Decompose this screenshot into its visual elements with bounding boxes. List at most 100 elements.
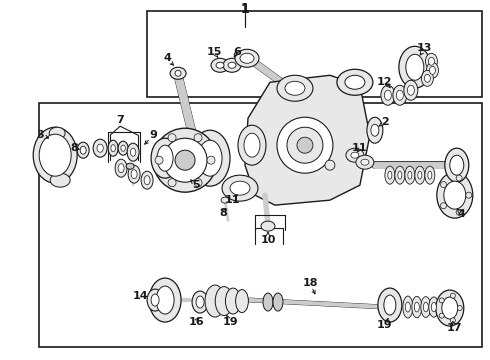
Ellipse shape: [436, 290, 464, 326]
Ellipse shape: [238, 125, 266, 165]
Text: 18: 18: [302, 278, 318, 288]
Ellipse shape: [399, 46, 431, 88]
Ellipse shape: [198, 140, 222, 176]
Ellipse shape: [415, 166, 425, 184]
Ellipse shape: [406, 54, 424, 80]
Ellipse shape: [33, 127, 77, 183]
Ellipse shape: [196, 296, 204, 308]
Ellipse shape: [445, 148, 469, 182]
Text: 8: 8: [219, 208, 227, 218]
Ellipse shape: [337, 69, 373, 95]
Text: 3: 3: [36, 130, 44, 140]
Text: 1: 1: [241, 3, 249, 16]
Ellipse shape: [273, 293, 283, 311]
Ellipse shape: [222, 175, 258, 201]
Ellipse shape: [240, 53, 254, 63]
Text: 8: 8: [70, 143, 78, 153]
Polygon shape: [245, 75, 370, 205]
Ellipse shape: [456, 209, 462, 215]
Ellipse shape: [194, 134, 202, 142]
Ellipse shape: [395, 166, 405, 184]
Text: 11: 11: [352, 143, 368, 153]
Ellipse shape: [287, 127, 323, 163]
Ellipse shape: [351, 152, 359, 158]
Ellipse shape: [405, 302, 410, 312]
Ellipse shape: [155, 156, 163, 164]
Ellipse shape: [97, 144, 103, 152]
Ellipse shape: [457, 306, 462, 311]
Ellipse shape: [381, 85, 395, 105]
Ellipse shape: [442, 297, 458, 319]
Ellipse shape: [384, 295, 396, 315]
Ellipse shape: [405, 166, 415, 184]
Text: 4: 4: [163, 53, 171, 63]
Text: 19: 19: [222, 317, 238, 327]
Ellipse shape: [371, 124, 379, 136]
Ellipse shape: [356, 155, 374, 169]
Ellipse shape: [431, 302, 436, 312]
Text: 16: 16: [188, 317, 204, 327]
Ellipse shape: [384, 90, 392, 100]
Text: 9: 9: [149, 130, 157, 140]
Ellipse shape: [153, 128, 217, 192]
Ellipse shape: [168, 179, 176, 187]
Ellipse shape: [361, 159, 369, 165]
Ellipse shape: [50, 173, 70, 187]
Text: 2: 2: [381, 117, 389, 127]
Ellipse shape: [428, 57, 435, 65]
Ellipse shape: [127, 143, 139, 161]
Ellipse shape: [228, 62, 236, 68]
Ellipse shape: [147, 289, 163, 311]
Ellipse shape: [118, 164, 124, 173]
Ellipse shape: [221, 197, 229, 203]
Text: 7: 7: [116, 115, 124, 125]
Ellipse shape: [426, 62, 439, 78]
Ellipse shape: [385, 166, 395, 184]
Ellipse shape: [396, 90, 403, 100]
Ellipse shape: [175, 70, 181, 76]
Ellipse shape: [450, 155, 464, 175]
Ellipse shape: [439, 298, 444, 303]
Text: 17: 17: [447, 323, 463, 333]
Ellipse shape: [423, 302, 428, 312]
Text: 15: 15: [206, 47, 221, 57]
Bar: [147, 11, 483, 97]
Text: 12: 12: [377, 77, 392, 87]
Ellipse shape: [163, 138, 207, 182]
Ellipse shape: [77, 142, 89, 158]
Ellipse shape: [215, 287, 233, 316]
Ellipse shape: [128, 165, 140, 183]
Ellipse shape: [466, 192, 472, 198]
Ellipse shape: [277, 75, 313, 101]
Ellipse shape: [111, 145, 115, 152]
Ellipse shape: [190, 130, 230, 186]
Ellipse shape: [437, 172, 473, 218]
Ellipse shape: [441, 181, 446, 188]
Ellipse shape: [425, 53, 438, 69]
Ellipse shape: [393, 85, 407, 105]
Ellipse shape: [194, 179, 202, 187]
Text: 5: 5: [192, 180, 200, 190]
Text: 1: 1: [241, 2, 249, 15]
Ellipse shape: [418, 171, 422, 179]
Ellipse shape: [429, 297, 439, 317]
Ellipse shape: [367, 117, 383, 143]
Ellipse shape: [285, 81, 305, 95]
Ellipse shape: [108, 140, 118, 156]
Ellipse shape: [121, 145, 125, 151]
Ellipse shape: [205, 285, 225, 317]
Ellipse shape: [388, 171, 392, 179]
Ellipse shape: [141, 171, 153, 189]
Ellipse shape: [93, 139, 107, 157]
Ellipse shape: [39, 134, 71, 176]
Ellipse shape: [235, 49, 259, 67]
Ellipse shape: [156, 286, 174, 314]
Ellipse shape: [168, 134, 176, 142]
Ellipse shape: [415, 302, 419, 312]
Ellipse shape: [151, 138, 179, 178]
Ellipse shape: [170, 67, 186, 79]
Text: 14: 14: [132, 291, 148, 301]
Ellipse shape: [236, 289, 248, 312]
Ellipse shape: [404, 80, 418, 100]
Ellipse shape: [80, 146, 86, 154]
